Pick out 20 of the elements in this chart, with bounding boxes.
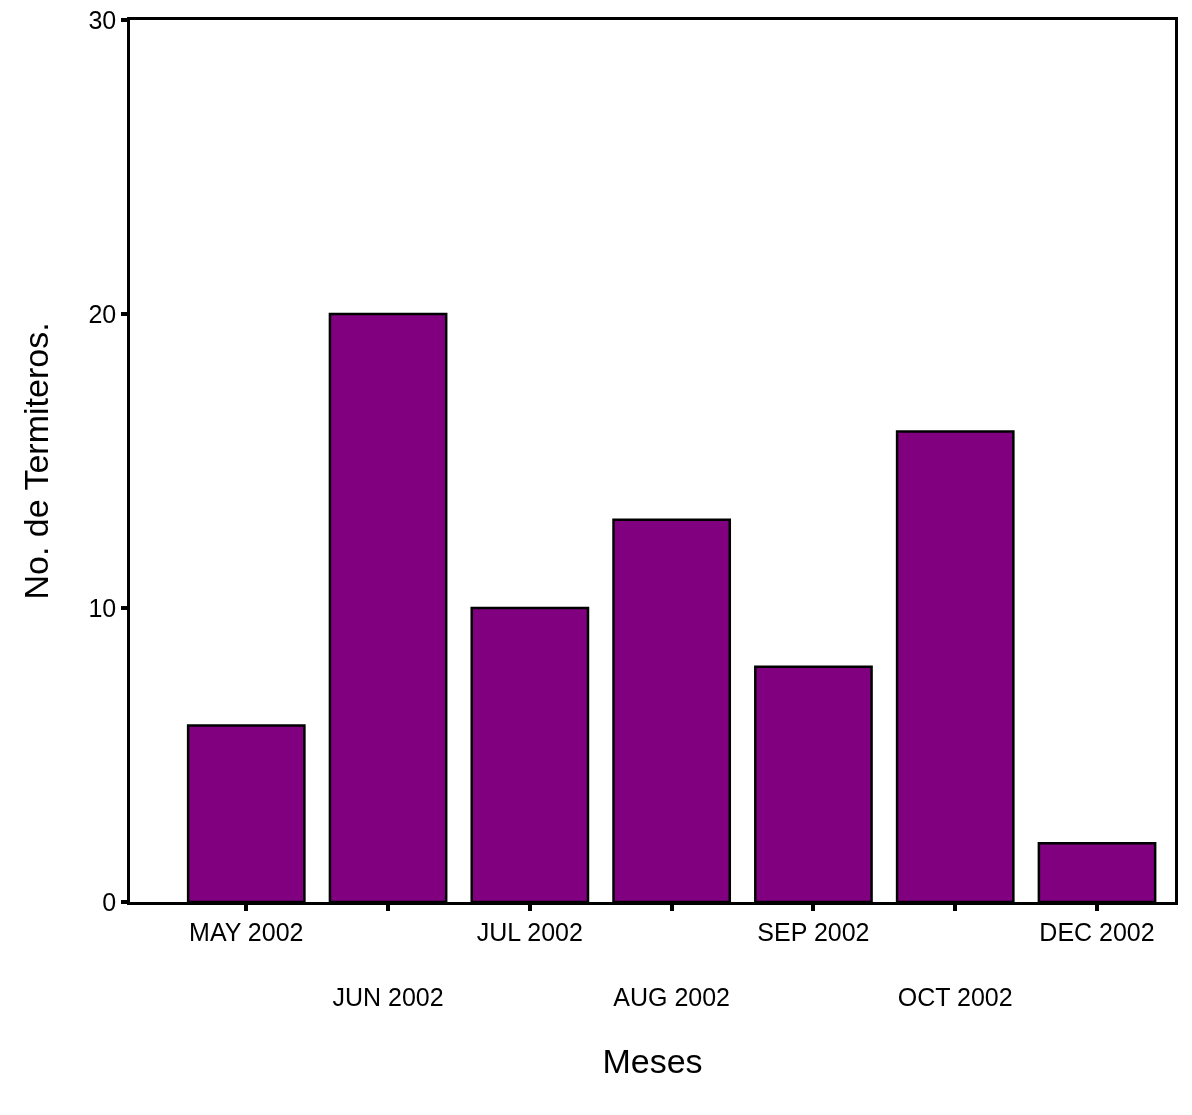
bar (895, 430, 1015, 902)
y-tick-label: 10 (88, 593, 117, 622)
bar (612, 518, 732, 902)
x-tick-label: JUN 2002 (332, 982, 444, 1011)
x-tick-label: JUL 2002 (476, 917, 583, 946)
x-axis-title: Meses (602, 1042, 703, 1081)
x-tick-label: DEC 2002 (1039, 917, 1155, 946)
x-tick-label: SEP 2002 (757, 917, 870, 946)
bar (186, 724, 306, 902)
bar (754, 665, 873, 902)
bar (1037, 841, 1157, 902)
y-tick-label: 0 (102, 887, 117, 916)
y-tick-label: 30 (88, 5, 117, 34)
x-tick-label: OCT 2002 (897, 982, 1013, 1011)
bar (470, 606, 590, 902)
x-tick-label: MAY 2002 (189, 917, 304, 946)
x-tick-label: AUG 2002 (613, 982, 731, 1011)
y-axis-title: No. de Termiteros. (17, 322, 56, 600)
bar (328, 312, 448, 902)
y-tick-label: 20 (88, 299, 117, 328)
